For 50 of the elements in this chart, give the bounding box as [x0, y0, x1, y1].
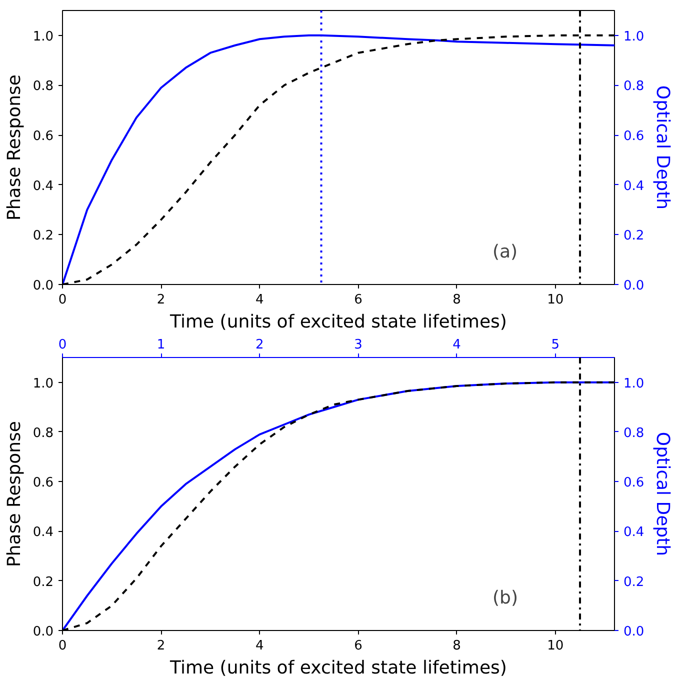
y2-axis-title: Optical Depth — [652, 85, 674, 210]
x2-tick-label: 3 — [354, 338, 362, 352]
y-axis-title: Phase Response — [4, 421, 25, 567]
x-tick-label: 10 — [547, 638, 564, 654]
x-tick-label: 0 — [58, 638, 67, 654]
y-axis-title: Phase Response — [4, 74, 25, 220]
y-tick-label: 0.2 — [32, 574, 54, 590]
y-tick-label: 0.8 — [32, 79, 54, 94]
y2-tick-label: 0.8 — [624, 79, 644, 94]
x-axis-title: Time (units of excited state lifetimes) — [169, 312, 507, 332]
x-tick-label: 4 — [256, 292, 264, 308]
x-tick-label: 8 — [452, 292, 461, 308]
y-tick-label: 1.0 — [32, 29, 54, 44]
x2-tick-label: 5 — [551, 338, 560, 352]
y-tick-label: 0.0 — [32, 278, 54, 294]
y-tick-label: 0.8 — [32, 426, 54, 441]
x-tick-label: 4 — [256, 638, 264, 654]
x-tick-label: 2 — [156, 292, 166, 308]
y2-tick-label: 0.2 — [624, 574, 644, 590]
y2-tick-label: 0.4 — [624, 525, 644, 540]
y2-tick-label: 0.4 — [624, 178, 644, 194]
y2-tick-label: 0.2 — [624, 228, 644, 244]
y-tick-label: 1.0 — [32, 376, 54, 392]
y2-tick-label: 0.6 — [624, 129, 644, 144]
y-tick-label: 0.6 — [32, 476, 54, 491]
annotation: (a) — [492, 242, 518, 262]
y-tick-label: 0.4 — [32, 178, 54, 194]
x-tick-label: 8 — [452, 638, 461, 654]
y-tick-label: 0.0 — [32, 624, 54, 640]
y2-tick-label: 0.0 — [624, 278, 644, 294]
x-axis-title: Time (units of excited state lifetimes) — [169, 658, 507, 678]
y-tick-label: 0.2 — [32, 228, 54, 244]
annotation: (b) — [492, 588, 518, 608]
x2-tick-label: 2 — [256, 338, 264, 352]
y2-tick-label: 1.0 — [624, 376, 644, 392]
x2-tick-label: 1 — [156, 338, 166, 352]
y2-tick-label: 0.0 — [624, 624, 644, 640]
x2-tick-label: 4 — [452, 338, 461, 352]
x-tick-label: 0 — [58, 292, 67, 308]
x-tick-label: 6 — [354, 292, 362, 308]
y-tick-label: 0.4 — [32, 525, 54, 540]
y2-tick-label: 1.0 — [624, 29, 644, 44]
y-tick-label: 0.6 — [32, 129, 54, 144]
y2-tick-label: 0.6 — [624, 476, 644, 491]
x-tick-label: 10 — [547, 292, 564, 308]
x-tick-label: 6 — [354, 638, 362, 654]
x2-tick-label: 0 — [58, 338, 67, 352]
y2-tick-label: 0.8 — [624, 426, 644, 441]
x-tick-label: 2 — [156, 638, 166, 654]
y2-axis-title: Optical Depth — [652, 432, 674, 556]
